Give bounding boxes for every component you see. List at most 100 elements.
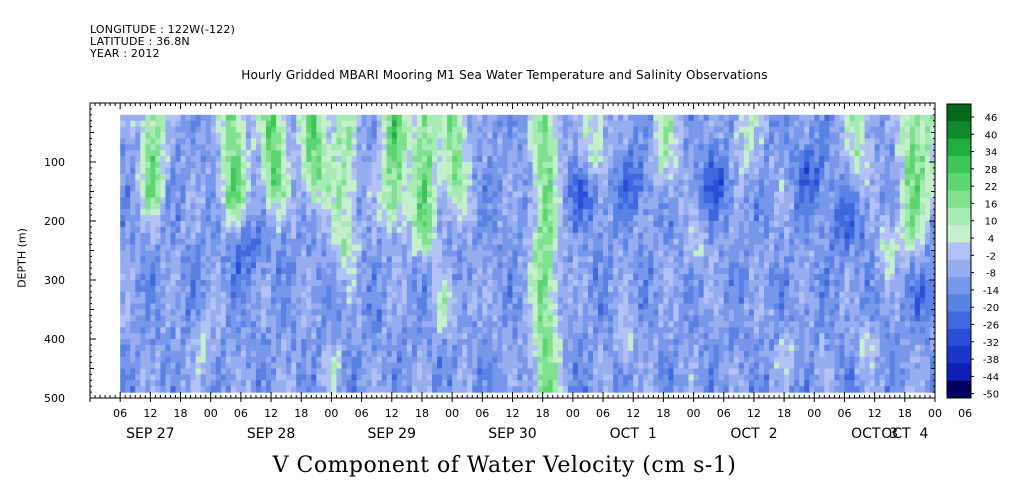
heatmap-cell [301,285,307,293]
heatmap-cell [633,268,639,275]
heatmap-cell [643,333,649,340]
heatmap-cell [175,162,182,169]
heatmap-cell [567,114,574,122]
heatmap-cell [628,350,634,358]
heatmap-cell [426,191,433,198]
heatmap-cell [155,321,162,328]
heatmap-cell [195,315,202,322]
heatmap-cell [170,315,177,322]
heatmap-cell [613,197,619,204]
heatmap-cell [457,380,463,387]
heatmap-cell [200,203,207,210]
heatmap-cell [266,321,272,328]
heatmap-cell [130,315,136,322]
heatmap-cell [517,150,524,157]
heatmap-cell [331,374,338,381]
heatmap-cell [411,120,418,128]
heatmap-cell [613,179,619,187]
heatmap-cell [195,321,202,328]
heatmap-cell [638,209,644,216]
heatmap-cell [326,197,333,204]
heatmap-cell [517,114,524,122]
heatmap-cell [507,156,514,163]
heatmap-cell [190,368,197,375]
heatmap-cell [165,162,172,169]
heatmap-cell [245,114,252,122]
heatmap-cell [502,262,509,269]
heatmap-cell [185,386,192,393]
heatmap-cell [562,132,569,139]
heatmap-cell [522,321,529,328]
heatmap-cell [608,215,614,222]
heatmap-cell [497,256,504,263]
heatmap-cell [281,268,287,275]
heatmap-cell [225,344,232,352]
heatmap-cell [603,162,609,169]
heatmap-cell [598,291,604,299]
chart-title: Hourly Gridded MBARI Mooring M1 Sea Wate… [241,68,768,82]
heatmap-cell [467,215,473,222]
heatmap-cell [301,339,307,346]
heatmap-cell [572,191,579,198]
heatmap-cell [261,179,267,187]
heatmap-cell [311,280,317,287]
heatmap-cell [537,179,544,187]
heatmap-cell [120,203,126,210]
heatmap-cell [582,327,589,334]
heatmap-cell [185,185,192,193]
heatmap-cell [276,221,282,228]
heatmap-cell [401,339,408,346]
heatmap-cell [452,280,458,287]
heatmap-cell [235,380,242,387]
heatmap-cell [130,138,136,145]
heatmap-cell [532,327,539,334]
heatmap-cell [406,114,413,122]
heatmap-cell [346,156,353,163]
heatmap-cell [321,191,327,198]
heatmap-cell [613,291,619,299]
heatmap-cell [311,185,317,193]
heatmap-cell [492,162,499,169]
heatmap-cell [301,321,307,328]
heatmap-cell [240,274,247,281]
heatmap-cell [200,126,207,134]
heatmap-cell [567,268,574,275]
heatmap-cell [351,291,358,299]
heatmap-cell [487,356,493,364]
heatmap-cell [150,268,156,275]
heatmap-cell [643,262,649,269]
heatmap-cell [230,333,237,340]
heatmap-cell [623,274,629,281]
heatmap-cell [527,138,534,145]
heatmap-cell [517,156,524,163]
heatmap-cell [336,244,343,252]
heatmap-cell [452,167,458,175]
heatmap-cell [346,333,353,340]
heatmap-cell [145,191,151,198]
heatmap-cell [261,132,267,139]
heatmap-cell [155,203,162,210]
heatmap-cell [200,280,207,287]
heatmap-cell [517,244,524,252]
heatmap-cell [301,179,307,187]
heatmap-cell [537,120,544,128]
heatmap-cell [180,126,187,134]
heatmap-cell [296,191,302,198]
heatmap-cell [587,321,594,328]
heatmap-cell [286,344,292,352]
heatmap-cell [225,203,232,210]
heatmap-cell [623,244,629,252]
heatmap-cell [567,215,574,222]
heatmap-cell [537,356,544,364]
heatmap-cell [603,209,609,216]
heatmap-cell [598,203,604,210]
heatmap-cell [150,339,156,346]
heatmap-cell [648,386,654,393]
heatmap-cell [542,368,549,375]
heatmap-cell [160,274,167,281]
heatmap-cell [185,114,192,122]
heatmap-cell [598,262,604,269]
heatmap-cell [235,185,242,193]
heatmap-cell [366,244,373,252]
heatmap-cell [567,280,574,287]
